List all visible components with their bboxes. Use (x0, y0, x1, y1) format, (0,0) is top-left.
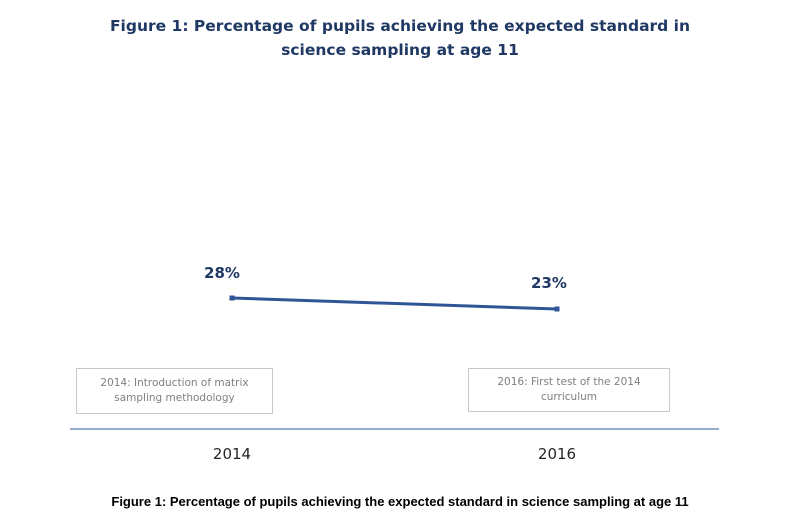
data-point-2016 (554, 306, 560, 312)
figure-caption: Figure 1: Percentage of pupils achieving… (111, 494, 689, 509)
annotation-box-2016: 2016: First test of the 2014 curriculum (468, 368, 670, 412)
data-label-2016: 23% (531, 274, 567, 292)
annotation-box-2014: 2014: Introduction of matrix sampling me… (76, 368, 273, 414)
data-point-2014 (229, 295, 235, 301)
chart-title: Figure 1: Percentage of pupils achieving… (109, 17, 691, 59)
series-line (230, 296, 559, 311)
x-tick-label-2014: 2014 (213, 445, 251, 463)
data-label-2014: 28% (204, 264, 240, 282)
x-tick-label-2016: 2016 (538, 445, 576, 463)
